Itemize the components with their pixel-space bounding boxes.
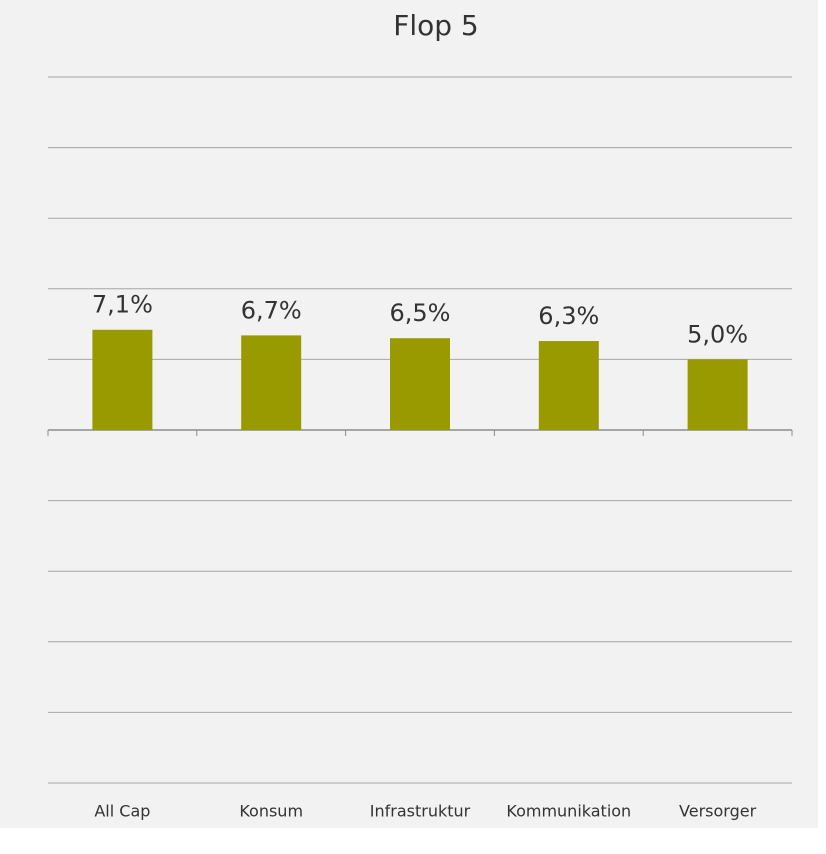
x-tick-label: All Cap: [94, 802, 150, 821]
bar: [687, 359, 748, 430]
bar: [241, 335, 302, 430]
data-label: 6,3%: [538, 302, 599, 330]
data-label: 7,1%: [92, 291, 153, 319]
x-tick-label: Versorger: [679, 802, 757, 821]
bar: [92, 329, 153, 430]
data-label: 6,5%: [390, 299, 451, 327]
data-label: 5,0%: [687, 320, 748, 348]
data-label: 6,7%: [241, 296, 302, 324]
x-tick-label: Kommunikation: [506, 802, 631, 821]
x-tick-label: Infrastruktur: [370, 802, 471, 821]
bar: [538, 341, 599, 430]
x-tick-label: Konsum: [239, 802, 303, 821]
bar: [390, 338, 450, 430]
chart-title: Flop 5: [393, 9, 479, 42]
